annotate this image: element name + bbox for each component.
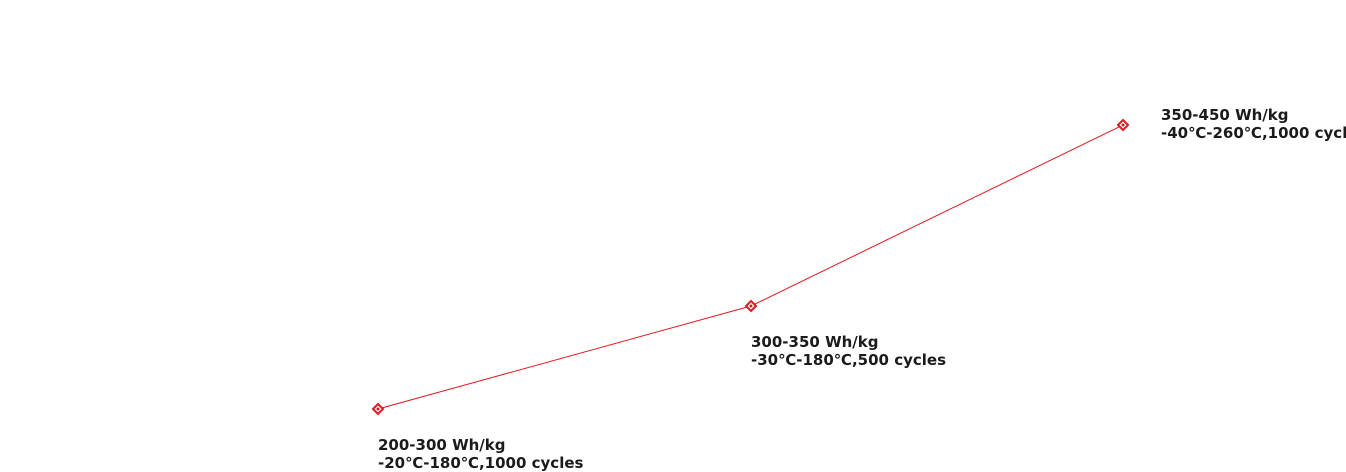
point-label-3: 350-450 Wh/kg -40℃-260℃,1000 cycles	[1161, 106, 1346, 142]
point-label-2-specs: -30℃-180℃,500 cycles	[751, 351, 946, 369]
marker-center-dot	[749, 304, 753, 308]
data-point-marker-2	[744, 299, 758, 313]
point-label-1: 200-300 Wh/kg -20℃-180℃,1000 cycles	[378, 436, 583, 472]
marker-center-dot	[1121, 123, 1125, 127]
point-label-3-specs: -40℃-260℃,1000 cycles	[1161, 124, 1346, 142]
data-point-marker-3	[1116, 118, 1130, 132]
point-label-1-energy: 200-300 Wh/kg	[378, 436, 506, 454]
point-label-3-energy: 350-450 Wh/kg	[1161, 106, 1289, 124]
point-label-2: 300-350 Wh/kg -30℃-180℃,500 cycles	[751, 333, 946, 369]
data-point-marker-1	[371, 402, 385, 416]
point-label-1-specs: -20℃-180℃,1000 cycles	[378, 454, 584, 472]
marker-center-dot	[376, 407, 380, 411]
point-label-2-energy: 300-350 Wh/kg	[751, 333, 879, 351]
